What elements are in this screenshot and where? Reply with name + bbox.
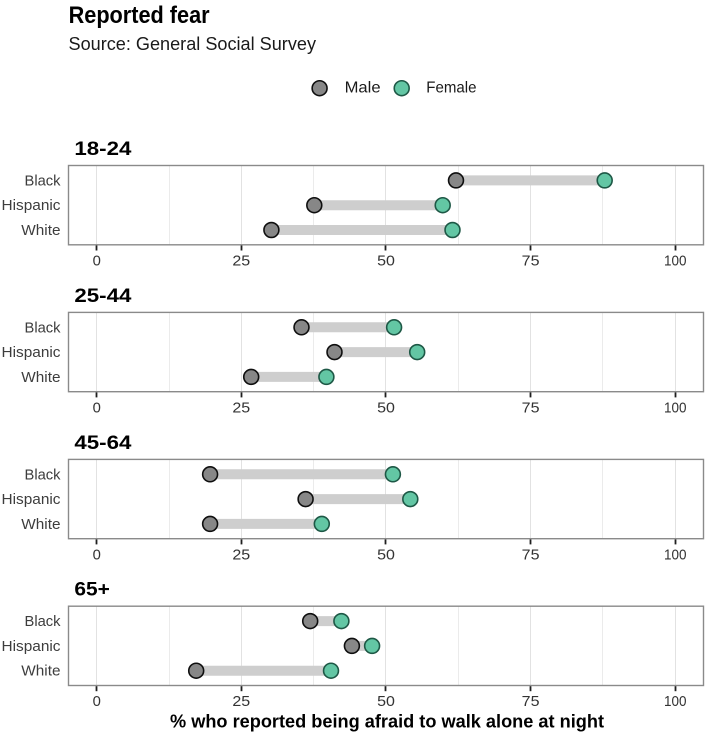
svg-text:50: 50 [377,547,395,563]
svg-text:Hispanic: Hispanic [2,197,62,214]
svg-text:100: 100 [664,400,687,416]
svg-text:White: White [21,516,60,533]
svg-text:100: 100 [664,694,687,710]
svg-text:Black: Black [25,172,61,189]
svg-text:Black: Black [25,319,61,336]
svg-text:65+: 65+ [74,579,110,601]
svg-text:Hispanic: Hispanic [2,638,62,655]
svg-text:Black: Black [25,466,61,483]
svg-text:75: 75 [522,254,540,270]
svg-text:100: 100 [664,254,687,270]
svg-text:Male: Male [345,80,381,97]
svg-text:75: 75 [522,400,540,416]
svg-text:18-24: 18-24 [74,138,131,160]
svg-text:0: 0 [93,400,101,416]
svg-text:25: 25 [232,400,250,416]
svg-text:100: 100 [664,547,687,563]
svg-text:75: 75 [522,694,540,710]
svg-text:0: 0 [93,694,101,710]
svg-text:Reported fear: Reported fear [69,2,210,29]
svg-text:Hispanic: Hispanic [2,344,62,361]
svg-text:25: 25 [232,547,250,563]
svg-text:0: 0 [93,254,101,270]
svg-text:45-64: 45-64 [74,432,131,454]
svg-text:25-44: 25-44 [74,285,131,307]
svg-text:Black: Black [25,613,61,630]
svg-text:White: White [21,369,60,386]
svg-text:Source: General Social Survey: Source: General Social Survey [69,33,317,54]
svg-text:50: 50 [377,694,395,710]
svg-text:25: 25 [232,254,250,270]
svg-text:White: White [21,222,60,239]
svg-text:White: White [21,663,60,680]
svg-text:50: 50 [377,254,395,270]
svg-text:Hispanic: Hispanic [2,491,62,508]
svg-text:Female: Female [426,80,476,97]
svg-text:50: 50 [377,400,395,416]
svg-text:% who reported being afraid to: % who reported being afraid to walk alon… [170,712,604,732]
svg-text:75: 75 [522,547,540,563]
svg-text:25: 25 [232,694,250,710]
svg-text:0: 0 [93,547,101,563]
